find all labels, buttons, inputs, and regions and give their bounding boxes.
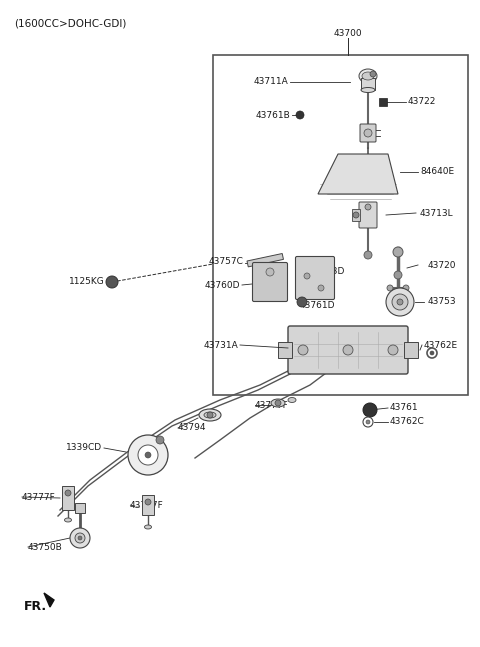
Ellipse shape [144, 525, 152, 529]
Bar [352, 209, 360, 221]
Circle shape [387, 285, 393, 291]
Circle shape [207, 412, 213, 418]
Text: 43753: 43753 [428, 298, 456, 307]
Bar [62, 486, 74, 510]
Text: 1125KG: 1125KG [69, 278, 105, 287]
Text: 84640E: 84640E [420, 168, 454, 177]
Text: FR.: FR. [24, 600, 47, 613]
Circle shape [392, 294, 408, 310]
Circle shape [386, 288, 414, 316]
Circle shape [304, 273, 310, 279]
Text: 43731A: 43731A [203, 340, 238, 349]
Polygon shape [318, 154, 398, 194]
Circle shape [296, 111, 304, 119]
Ellipse shape [362, 72, 374, 80]
Polygon shape [44, 593, 54, 607]
Ellipse shape [199, 409, 221, 421]
Text: 43722: 43722 [408, 98, 436, 107]
Circle shape [363, 403, 377, 417]
Bar [404, 342, 418, 358]
Text: 43700: 43700 [334, 28, 362, 38]
Text: 43761B: 43761B [255, 111, 290, 120]
Ellipse shape [64, 518, 72, 522]
FancyBboxPatch shape [252, 263, 288, 302]
Bar [75, 503, 85, 513]
Text: 43794: 43794 [178, 424, 206, 432]
Circle shape [128, 435, 168, 475]
Text: 43777F: 43777F [255, 400, 289, 410]
Circle shape [156, 436, 164, 444]
Ellipse shape [359, 69, 377, 83]
Text: 43777F: 43777F [22, 492, 56, 501]
Text: 43713L: 43713L [420, 208, 454, 217]
Circle shape [366, 420, 370, 424]
Circle shape [65, 490, 71, 496]
Bar [379, 98, 387, 106]
Text: 43750B: 43750B [28, 542, 63, 551]
Bar [213, 55, 468, 395]
Text: (1600CC>DOHC-GDI): (1600CC>DOHC-GDI) [14, 18, 126, 28]
Circle shape [430, 351, 434, 355]
Bar [142, 495, 154, 515]
Circle shape [364, 129, 372, 137]
Circle shape [394, 271, 402, 279]
Text: 43743D: 43743D [310, 267, 346, 276]
Circle shape [343, 345, 353, 355]
Text: 43761D: 43761D [300, 300, 336, 309]
Text: 43762C: 43762C [390, 417, 425, 426]
Circle shape [145, 499, 151, 505]
Circle shape [363, 417, 373, 427]
FancyBboxPatch shape [288, 326, 408, 374]
Ellipse shape [271, 399, 285, 407]
Circle shape [388, 345, 398, 355]
FancyBboxPatch shape [360, 124, 376, 142]
Circle shape [145, 452, 151, 458]
Text: 43777F: 43777F [130, 501, 164, 509]
Circle shape [393, 247, 403, 257]
Text: 43760D: 43760D [204, 281, 240, 289]
Text: 43761: 43761 [390, 404, 419, 413]
Circle shape [397, 299, 403, 305]
Circle shape [318, 285, 324, 291]
Bar [278, 342, 292, 358]
FancyBboxPatch shape [296, 256, 335, 300]
Circle shape [78, 536, 82, 540]
Circle shape [364, 251, 372, 259]
Circle shape [70, 528, 90, 548]
Circle shape [403, 285, 409, 291]
Circle shape [106, 276, 118, 288]
Circle shape [365, 204, 371, 210]
Circle shape [75, 533, 85, 543]
Bar [361, 78, 375, 90]
Circle shape [275, 400, 281, 406]
Ellipse shape [361, 87, 375, 93]
Circle shape [138, 445, 158, 465]
Text: 43711A: 43711A [253, 78, 288, 87]
Ellipse shape [204, 412, 216, 418]
FancyBboxPatch shape [359, 202, 377, 228]
Text: 43762E: 43762E [424, 340, 458, 349]
Bar [247, 254, 284, 267]
Ellipse shape [288, 397, 296, 402]
Circle shape [353, 212, 359, 218]
Circle shape [297, 297, 307, 307]
Text: 43757C: 43757C [208, 258, 243, 267]
Text: 1339CD: 1339CD [66, 443, 102, 452]
Circle shape [370, 71, 376, 77]
Circle shape [266, 268, 274, 276]
Text: 43720: 43720 [428, 261, 456, 270]
Circle shape [298, 345, 308, 355]
